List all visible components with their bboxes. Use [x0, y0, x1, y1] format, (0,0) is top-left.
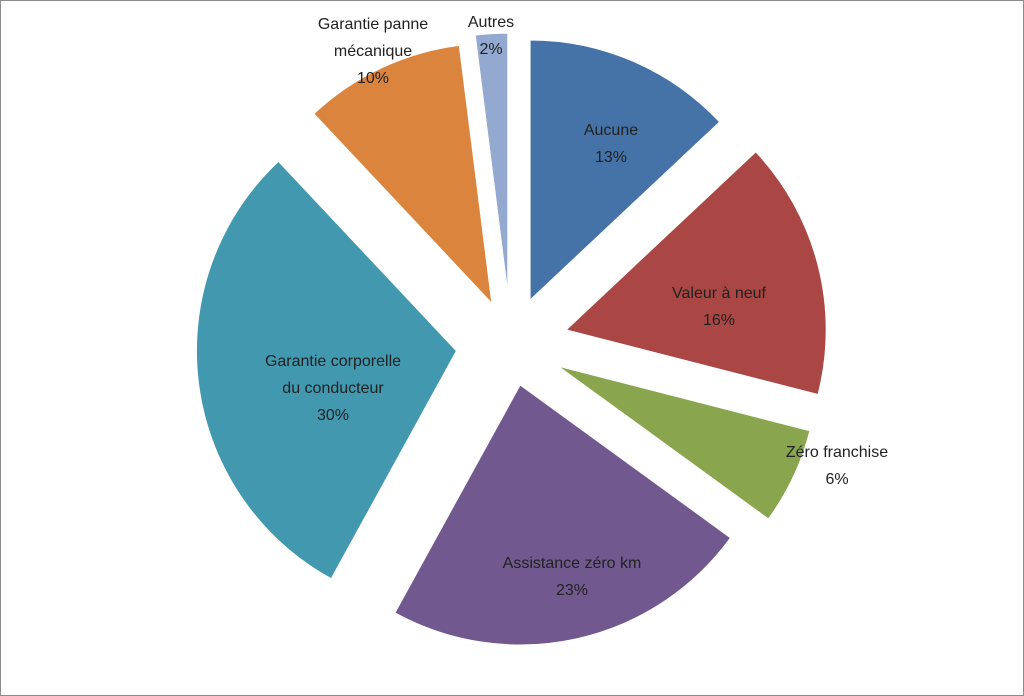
pie-slice-5: [195, 160, 458, 580]
pie-slice-6: [313, 44, 493, 305]
slice-label-line: 16%: [703, 312, 735, 329]
slice-label-line: du conducteur: [282, 380, 384, 397]
slice-label-1: Aucune 13%: [584, 122, 638, 166]
slice-label-line: Zéro franchise: [786, 444, 888, 461]
pie-slice-2: [565, 151, 827, 396]
slice-label-line: 13%: [595, 149, 627, 166]
slice-label-6: Garantie panne mécanique 10%: [318, 16, 428, 87]
slice-label-5: Garantie corporelle du conducteur 30%: [265, 353, 401, 424]
pie-slice-7: [474, 32, 509, 294]
slice-label-line: 2%: [479, 41, 502, 58]
slice-label-7: Autres 2%: [468, 14, 514, 58]
slice-label-2: Valeur à neuf 16%: [672, 285, 767, 329]
pie-slice-4: [394, 384, 732, 646]
pie-slice-1: [529, 39, 721, 302]
slice-label-line: Assistance zéro km: [503, 555, 642, 572]
slice-label-line: Valeur à neuf: [672, 285, 767, 302]
slice-label-line: mécanique: [334, 43, 412, 60]
slice-label-3: Zéro franchise 6%: [786, 444, 888, 488]
slice-label-line: Autres: [468, 14, 514, 31]
slice-label-line: 23%: [556, 582, 588, 599]
slice-label-line: 10%: [357, 70, 389, 87]
pie-slice-3: [557, 365, 811, 520]
slice-label-line: 30%: [317, 407, 349, 424]
slice-label-line: Aucune: [584, 122, 638, 139]
slice-label-line: Garantie corporelle: [265, 353, 401, 370]
slice-label-line: Garantie panne: [318, 16, 428, 33]
slice-label-4: Assistance zéro km 23%: [503, 555, 642, 599]
slice-label-line: 6%: [825, 471, 848, 488]
